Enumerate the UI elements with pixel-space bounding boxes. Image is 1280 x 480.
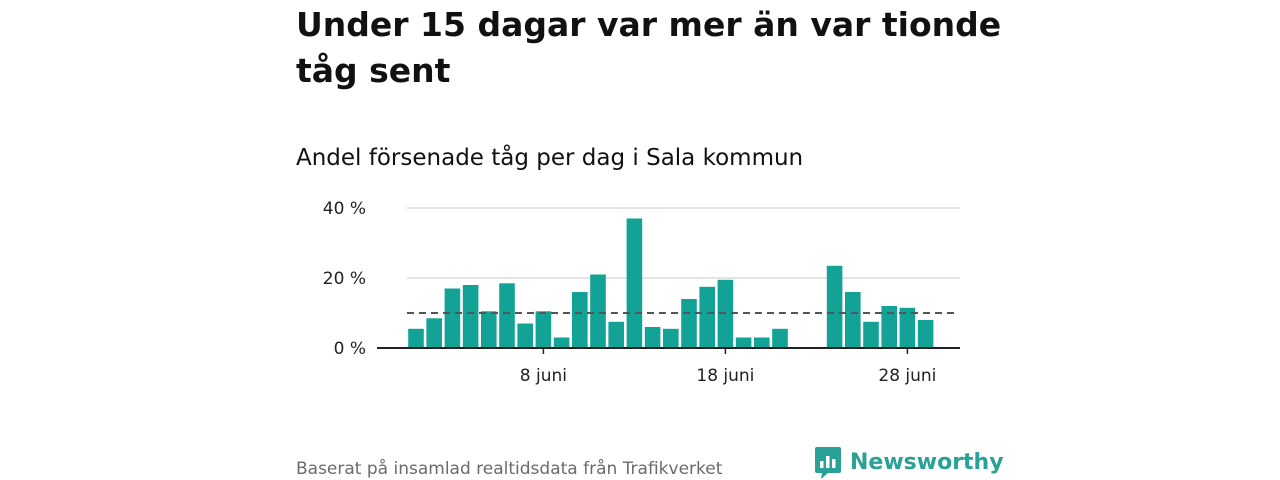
grid-lines bbox=[407, 207, 960, 279]
y-tick-labels: 0 % 20 % 40 % bbox=[323, 199, 366, 359]
x-tick-labels: 8 juni 18 juni 28 juni bbox=[520, 366, 937, 386]
bar bbox=[644, 327, 661, 348]
bar bbox=[917, 320, 934, 348]
bar bbox=[535, 311, 552, 349]
bars bbox=[408, 218, 934, 349]
bar bbox=[608, 321, 624, 349]
x-tick-label: 8 juni bbox=[520, 366, 567, 386]
bar bbox=[845, 292, 861, 348]
bar bbox=[754, 337, 770, 348]
newsworthy-logo-icon bbox=[815, 447, 841, 479]
bar bbox=[826, 265, 843, 349]
brand-name: Newsworthy bbox=[850, 450, 1004, 475]
y-tick-label: 20 % bbox=[323, 269, 366, 289]
bar bbox=[899, 307, 916, 349]
bar bbox=[590, 274, 606, 348]
x-tick-label: 28 juni bbox=[878, 366, 936, 386]
bar bbox=[881, 306, 897, 348]
y-tick-label: 40 % bbox=[323, 199, 366, 219]
source-note: Baserat på insamlad realtidsdata från Tr… bbox=[296, 459, 723, 479]
chart-title: Under 15 dagar var mer än var tionde tåg… bbox=[296, 5, 1002, 90]
axes bbox=[377, 347, 960, 354]
bar bbox=[663, 328, 679, 349]
bar bbox=[408, 328, 424, 349]
y-tick-label: 0 % bbox=[334, 339, 366, 359]
bar bbox=[863, 321, 879, 349]
bar bbox=[481, 311, 497, 349]
x-tick-label: 18 juni bbox=[696, 366, 754, 386]
bar bbox=[553, 337, 570, 348]
bar bbox=[517, 323, 533, 348]
bar bbox=[499, 283, 515, 349]
bar bbox=[772, 328, 788, 349]
bar bbox=[462, 285, 479, 348]
bar bbox=[735, 337, 752, 348]
chart-subtitle: Andel försenade tåg per dag i Sala kommu… bbox=[296, 145, 804, 171]
bar bbox=[626, 218, 643, 348]
bar bbox=[681, 299, 697, 348]
bar bbox=[426, 318, 442, 349]
bar bbox=[444, 288, 461, 348]
brand: Newsworthy bbox=[814, 446, 1004, 480]
bar bbox=[572, 292, 588, 348]
bar bbox=[699, 286, 715, 349]
